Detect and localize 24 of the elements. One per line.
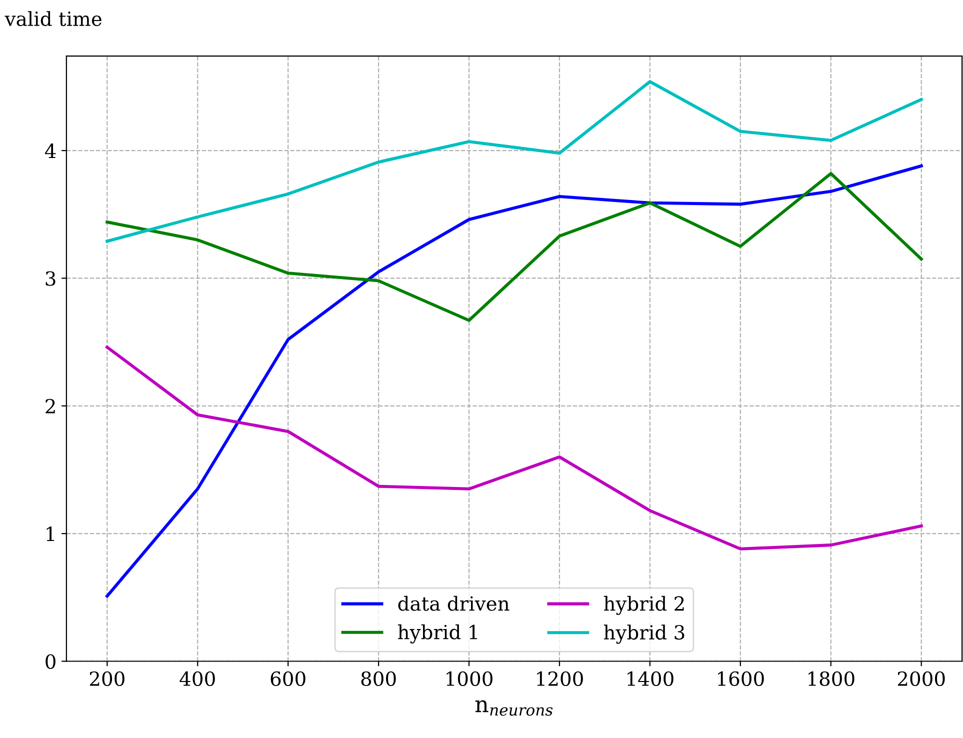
legend-label: hybrid 1 <box>398 624 477 644</box>
x-tick-label: 2000 <box>898 671 945 686</box>
legend-label: data driven <box>398 596 510 611</box>
x-tick-label: 1400 <box>628 671 674 686</box>
legend-label: hybrid 3 <box>604 624 684 644</box>
x-tick-label: 1200 <box>537 671 583 686</box>
x-axis-title: n$_{neurons}$ <box>475 700 553 716</box>
legend-label: hybrid 2 <box>604 596 684 615</box>
y-tick-label: 1 <box>46 526 54 541</box>
y-tick-label: 4 <box>44 144 56 158</box>
x-tick-label: 400 <box>180 671 215 686</box>
x-tick-label: 1000 <box>446 671 492 686</box>
x-tick-label: 1600 <box>718 671 764 686</box>
x-tick-label: 600 <box>270 671 306 686</box>
x-tick-label: 1800 <box>808 671 854 686</box>
y-tick-label: 3 <box>46 271 56 286</box>
line-series <box>106 172 923 322</box>
line-series <box>106 80 923 243</box>
line-series <box>106 346 923 550</box>
y-axis-title: valid time <box>4 11 102 26</box>
y-tick-label: 2 <box>46 398 55 414</box>
x-tick-label: 200 <box>90 671 124 686</box>
y-tick-label: 0 <box>46 654 56 669</box>
x-tick-label: 800 <box>361 671 396 686</box>
